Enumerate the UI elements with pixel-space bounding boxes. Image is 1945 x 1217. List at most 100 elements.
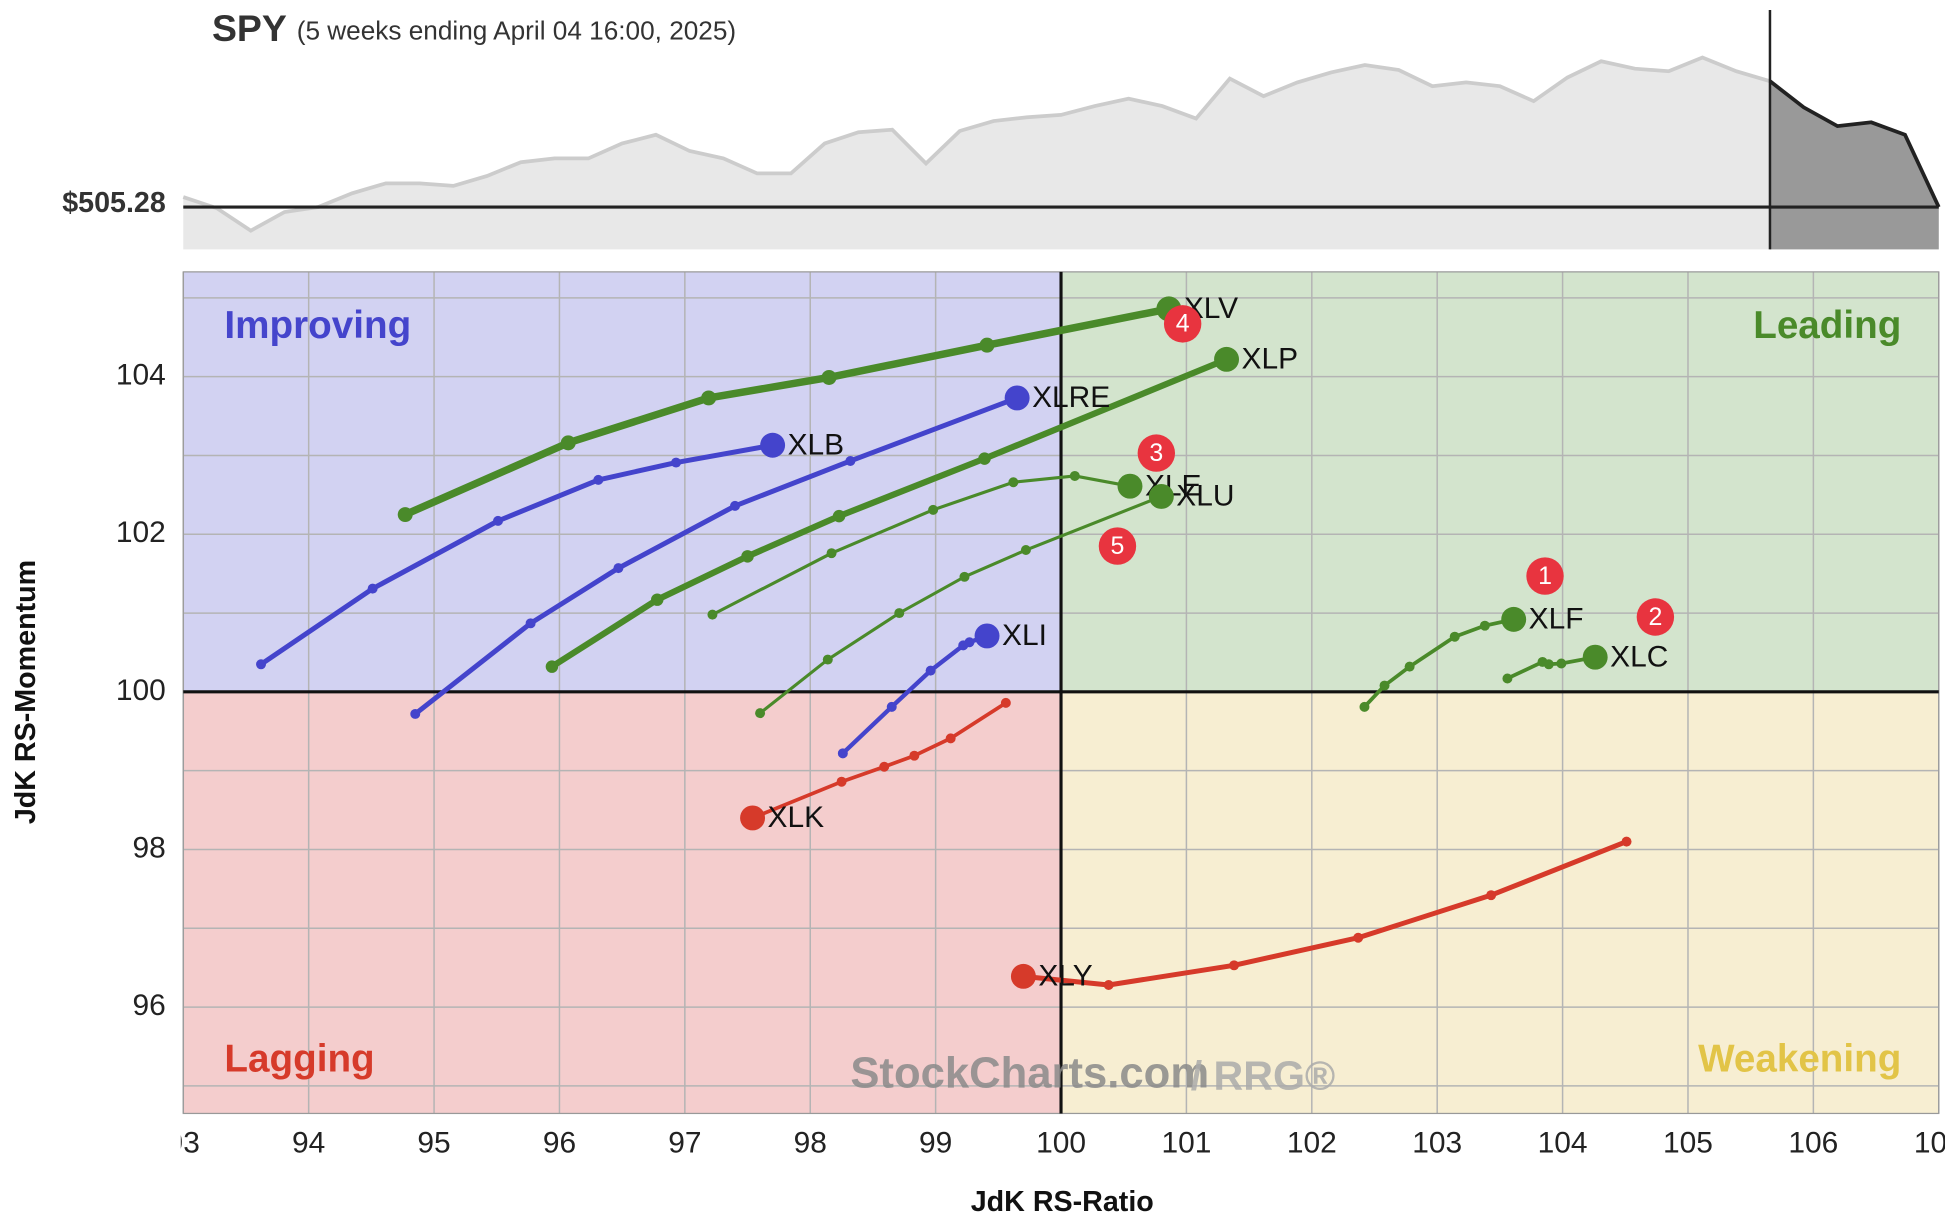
series-label: XLC [1610,640,1668,673]
annotation-label: 4 [1176,310,1190,338]
trail-point [755,708,766,719]
y-tick-label: 102 [116,516,166,549]
x-tick-label: 106 [1788,1127,1838,1160]
trail-point [886,701,897,712]
annotation-badge [1098,527,1137,565]
trail-point [493,515,503,526]
trail-point [651,593,664,606]
trail-line [750,701,1008,820]
price-line [182,55,1771,233]
trail-point [928,504,939,515]
annotation-label: 3 [1149,439,1163,467]
trail-line [401,305,1173,519]
trail-head [1501,606,1527,632]
trail-point [964,637,975,648]
trail-point [256,659,267,670]
trail-point [1229,960,1240,971]
trail-point [894,608,905,619]
x-tick-label: 97 [668,1127,701,1160]
x-tick-label: 94 [292,1127,325,1160]
trail-head [740,805,766,831]
trail-head [1148,483,1174,509]
series-label: XLU [1176,480,1234,513]
annotation-label: 1 [1538,562,1552,590]
x-axis-label: JdK RS-Ratio [971,1186,1154,1217]
x-tick-label: 104 [1538,1127,1588,1160]
trail-point [822,654,833,665]
price-title: SPY [212,7,287,49]
x-tick-label: 93 [167,1127,200,1160]
trail-point [959,571,970,582]
x-tick-label: 100 [1036,1127,1086,1160]
x-tick-label: 103 [1412,1127,1462,1160]
trail-point [1008,477,1019,488]
annotation-badge [1526,557,1564,595]
trail-head [1117,473,1143,499]
quadrant-label: Lagging [224,1037,374,1080]
price-area-recent [1769,81,1939,250]
trail-head [1214,346,1240,372]
trail-head [1004,385,1030,411]
y-tick-label: 100 [116,674,166,707]
trail-head [1582,644,1608,670]
trail-point [1621,836,1632,847]
watermark: StockCharts.com [850,1050,1209,1098]
trail-point [545,660,559,673]
trail-point [525,618,536,629]
trail-point [832,509,846,523]
trail-point [560,435,576,451]
trail-point [593,474,604,485]
trail-point [410,708,421,719]
price-area [183,57,1939,250]
series-label: XLP [1242,342,1299,375]
trail-line [258,442,776,667]
trail-head [760,432,786,458]
trail-point [613,563,624,574]
trail-point [701,390,717,406]
annotation-label: 5 [1111,532,1125,560]
trail-line [548,356,1230,670]
y-tick-label: 98 [133,831,166,864]
y-axis-label: JdK RS-Momentum [10,560,42,824]
trail-point [1379,680,1390,691]
trail-point [707,609,718,620]
trail-head [974,623,1000,649]
series-label: XLI [1002,619,1047,652]
trail-point [837,748,848,759]
x-tick-label: 102 [1287,1127,1337,1160]
trail-point [1404,661,1415,672]
trail-point [1359,701,1370,712]
quadrant-label: Weakening [1698,1037,1901,1080]
trail-point [979,337,995,353]
trail-point [397,507,413,523]
x-tick-label: 101 [1161,1127,1211,1160]
trail-point [1103,980,1114,990]
trail-point [826,548,837,559]
trail-point [1556,658,1567,669]
trail-line [1020,839,1630,988]
x-tick-labels: 93 94 95 96 97 98 99 100 101 102 103 104 105 106 107 [167,1127,1945,1160]
trail-point [1543,659,1554,670]
trail-point [1486,890,1497,901]
trail-point [845,455,856,466]
trail-point [879,761,890,772]
x-tick-label: 105 [1663,1127,1713,1160]
trail-point [741,550,754,563]
x-tick-label: 95 [417,1127,450,1160]
x-tick-label: 99 [919,1127,952,1160]
trail-line [710,474,1132,617]
trail-point [1502,673,1513,684]
trail-point [730,500,740,511]
quadrant [183,691,1062,1114]
trail-point [978,452,991,465]
trail-head [1010,963,1036,989]
annotation-badge [1163,305,1202,343]
trail-point [909,750,920,761]
trail-point [1069,470,1080,481]
watermark: / RRG® [1191,1052,1336,1098]
quadrant-label: Improving [224,304,411,347]
y-tick-label: 96 [133,989,166,1022]
trail-point [1449,631,1460,642]
trail-point [671,457,682,468]
